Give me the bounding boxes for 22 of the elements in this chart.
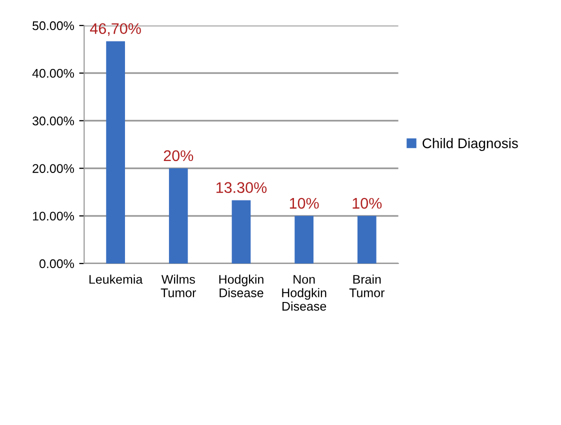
data-label: 10% <box>352 198 382 209</box>
x-tick-label: Non Hodgkin Disease <box>282 275 326 311</box>
y-tick-label: 0.00% <box>39 259 74 268</box>
y-tick-label: 10.00% <box>32 212 74 221</box>
legend-label: Child Diagnosis <box>422 138 518 151</box>
bar <box>168 168 188 264</box>
x-tick-label: Wilms Tumor <box>160 274 196 298</box>
bar <box>357 216 376 264</box>
bar <box>232 200 251 264</box>
x-tick-label: Hodgkin Disease <box>219 274 264 298</box>
data-label: 46,70% <box>90 23 141 36</box>
bar <box>294 216 314 264</box>
data-label: 20% <box>164 150 194 162</box>
x-tick-label: Leukemia <box>89 274 143 284</box>
x-tick-label: Brain Tumor <box>349 274 385 298</box>
data-label: 13.30% <box>216 182 267 194</box>
bar <box>106 41 125 264</box>
y-tick-label: 20.00% <box>32 164 74 173</box>
data-label: 10% <box>290 198 319 209</box>
y-tick-label: 50.00% <box>32 21 74 30</box>
y-tick-label: 40.00% <box>32 68 74 78</box>
y-tick-label: 30.00% <box>32 116 74 126</box>
